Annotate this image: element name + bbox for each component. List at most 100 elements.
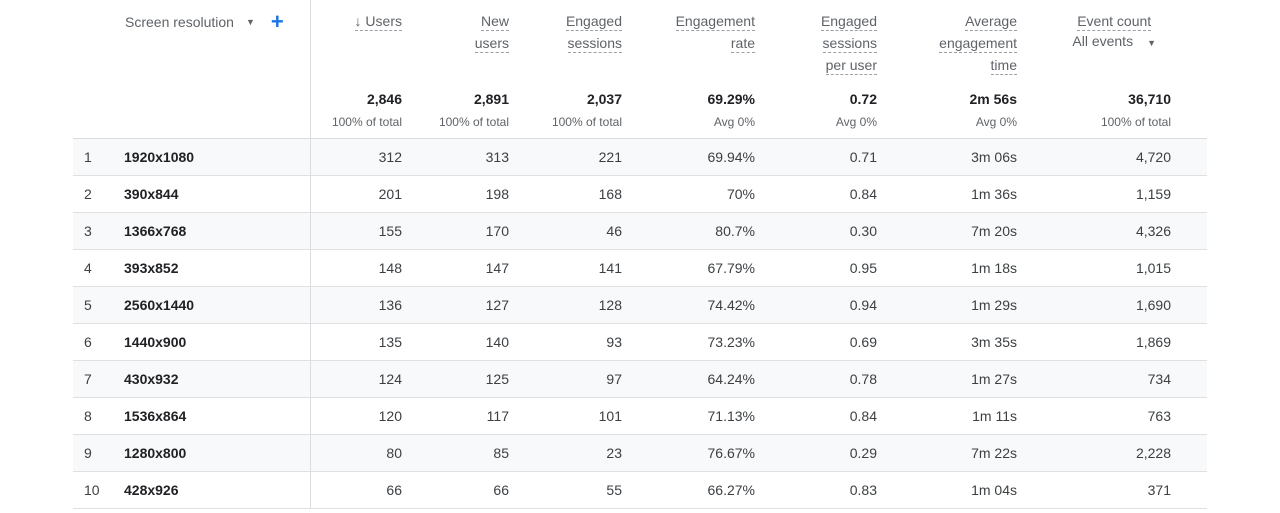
column-total-note: 100% of total xyxy=(1100,115,1171,129)
column-total: 0.72 xyxy=(849,91,877,107)
metric-cell: 0.29 xyxy=(849,445,877,461)
column-title[interactable]: users xyxy=(474,35,509,53)
column-title[interactable]: New xyxy=(480,13,509,31)
metric-cell: 147 xyxy=(485,260,509,276)
row-index: 2 xyxy=(84,186,92,202)
table-row[interactable]: 5 2560x1440 136 127 128 74.42% 0.94 1m 29s 1,690 xyxy=(73,287,1207,324)
table-row[interactable]: 8 1536x864 120 117 101 71.13% 0.84 1m 11s 763 xyxy=(73,398,1207,435)
dropdown-caret-icon[interactable]: ▼ xyxy=(245,17,255,27)
dimension-value: 1366x768 xyxy=(124,223,187,239)
metric-cell: 80.7% xyxy=(715,223,755,239)
column-total: 36,710 xyxy=(1128,91,1171,107)
table-row[interactable]: 9 1280x800 80 85 23 76.67% 0.29 7m 22s 2,228 xyxy=(73,435,1207,472)
metric-cell: 141 xyxy=(598,260,622,276)
dimension-value: 390x844 xyxy=(124,186,179,202)
dimension-value: 428x926 xyxy=(124,482,179,498)
column-title[interactable]: time xyxy=(990,57,1017,75)
column-total: 2m 56s xyxy=(969,91,1017,107)
dimension-value: 2560x1440 xyxy=(124,297,195,313)
metric-cell: 0.95 xyxy=(849,260,877,276)
table-row[interactable]: 1 1920x1080 312 313 221 69.94% 0.71 3m 06s 4,720 xyxy=(73,139,1207,176)
table-row[interactable]: 2 390x844 201 198 168 70% 0.84 1m 36s 1,159 xyxy=(73,176,1207,213)
column-total-note: Avg 0% xyxy=(835,115,877,129)
column-header[interactable]: New users 2,891 100% of total xyxy=(402,0,509,138)
metric-cell: 734 xyxy=(1147,371,1171,387)
column-title[interactable]: Engaged xyxy=(820,13,877,31)
column-header[interactable]: Event count All events ▼ 36,710 100% of tota… xyxy=(1017,0,1171,138)
metric-cell: 168 xyxy=(598,186,622,202)
table-row[interactable]: 4 393x852 148 147 141 67.79% 0.95 1m 18s 1,015 xyxy=(73,250,1207,287)
event-filter-select[interactable]: All events xyxy=(1072,33,1134,49)
metric-cell: 371 xyxy=(1147,482,1171,498)
column-header[interactable]: Average engagement time 2m 56s Avg 0% xyxy=(877,0,1017,138)
metric-cell: 67.79% xyxy=(707,260,755,276)
row-index: 5 xyxy=(84,297,92,313)
metric-cell: 0.83 xyxy=(849,482,877,498)
dimension-value: 1280x800 xyxy=(124,445,187,461)
metric-cell: 124 xyxy=(378,371,402,387)
dimension-value: 430x932 xyxy=(124,371,179,387)
row-index: 10 xyxy=(84,482,100,498)
metric-cell: 71.13% xyxy=(707,408,755,424)
metric-cell: 117 xyxy=(486,408,509,424)
column-title[interactable]: engagement xyxy=(939,35,1017,53)
metric-cell: 70% xyxy=(726,186,755,202)
column-header[interactable]: Engagement rate 69.29% Avg 0% xyxy=(622,0,755,138)
metric-cell: 148 xyxy=(378,260,402,276)
metric-cell: 0.30 xyxy=(849,223,877,239)
metric-cell: 155 xyxy=(378,223,402,239)
metric-cell: 55 xyxy=(606,482,622,498)
metric-cell: 0.94 xyxy=(849,297,877,313)
metric-cell: 1m 27s xyxy=(971,371,1017,387)
column-title[interactable]: ↓ Users xyxy=(354,13,402,31)
column-title[interactable]: sessions xyxy=(822,35,877,53)
metric-cell: 66.27% xyxy=(707,482,755,498)
column-title[interactable]: Event count xyxy=(1077,13,1152,31)
column-title[interactable]: Engaged xyxy=(565,13,622,31)
metric-cell: 1,869 xyxy=(1135,334,1171,350)
table-row[interactable]: 3 1366x768 155 170 46 80.7% 0.30 7m 20s 4,326 xyxy=(73,213,1207,250)
metric-cell: 46 xyxy=(606,223,622,239)
dimension-select[interactable]: Screen resolution xyxy=(125,14,234,30)
column-title[interactable]: Average xyxy=(965,13,1017,31)
row-index: 3 xyxy=(84,223,92,239)
row-index: 4 xyxy=(84,260,92,276)
metric-cell: 73.23% xyxy=(707,334,755,350)
table-row[interactable]: 6 1440x900 135 140 93 73.23% 0.69 3m 35s 1,869 xyxy=(73,324,1207,361)
column-header[interactable]: Engaged sessions per user 0.72 Avg 0% xyxy=(755,0,877,138)
column-title[interactable]: rate xyxy=(730,35,755,53)
column-header[interactable]: ↓ Users 2,846 100% of total xyxy=(311,0,402,138)
column-title[interactable]: Engagement xyxy=(675,13,755,31)
column-total: 2,891 xyxy=(473,91,509,107)
column-total: 69.29% xyxy=(707,91,755,107)
metric-cell: 3m 06s xyxy=(971,149,1017,165)
row-index: 1 xyxy=(84,149,92,165)
metric-cell: 763 xyxy=(1147,408,1171,424)
column-title[interactable]: per user xyxy=(825,57,877,75)
table-row[interactable]: 7 430x932 124 125 97 64.24% 0.78 1m 27s 734 xyxy=(73,361,1207,398)
metric-cell: 140 xyxy=(485,334,509,350)
metric-cell: 135 xyxy=(378,334,402,350)
metric-cell: 7m 22s xyxy=(971,445,1017,461)
metric-cell: 170 xyxy=(485,223,509,239)
metric-cell: 221 xyxy=(598,149,622,165)
metric-cell: 80 xyxy=(386,445,402,461)
dimension-header: Screen resolution ▼ + xyxy=(73,0,311,138)
metric-cell: 64.24% xyxy=(707,371,755,387)
add-dimension-button[interactable]: + xyxy=(270,9,284,34)
metric-cell: 312 xyxy=(378,149,402,165)
metric-cell: 2,228 xyxy=(1135,445,1171,461)
metric-cell: 23 xyxy=(606,445,622,461)
metric-cell: 136 xyxy=(378,297,402,313)
table-row[interactable]: 10 428x926 66 66 55 66.27% 0.83 1m 04s 371 xyxy=(73,472,1207,509)
column-title[interactable]: sessions xyxy=(567,35,622,53)
metric-cell: 74.42% xyxy=(707,297,755,313)
metric-cell: 120 xyxy=(378,408,402,424)
metric-cell: 1m 11s xyxy=(972,408,1017,424)
metric-cell: 201 xyxy=(378,186,402,202)
metric-cell: 1m 36s xyxy=(971,186,1017,202)
column-header[interactable]: Engaged sessions 2,037 100% of total xyxy=(509,0,622,138)
column-total-note: Avg 0% xyxy=(975,115,1017,129)
dropdown-caret-icon[interactable]: ▼ xyxy=(1147,38,1156,48)
dimension-value: 1536x864 xyxy=(124,408,187,424)
